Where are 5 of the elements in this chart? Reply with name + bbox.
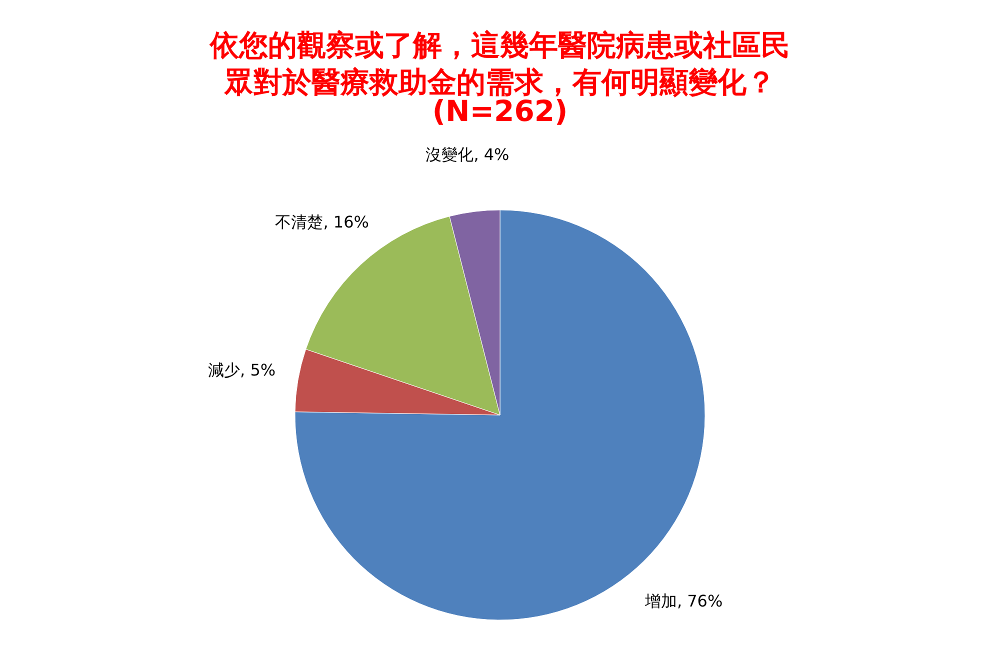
slice-label: 增加, 76% [644, 592, 723, 611]
slice-label: 不清楚, 16% [275, 212, 369, 232]
slice-label: 沒變化, 4% [426, 145, 510, 164]
chart-title: 依您的觀察或了解，這幾年醫院病患或社區民眾對於醫療救助金的需求，有何明顯變化？ [209, 28, 790, 100]
slice-label: 減少, 5% [208, 360, 276, 380]
